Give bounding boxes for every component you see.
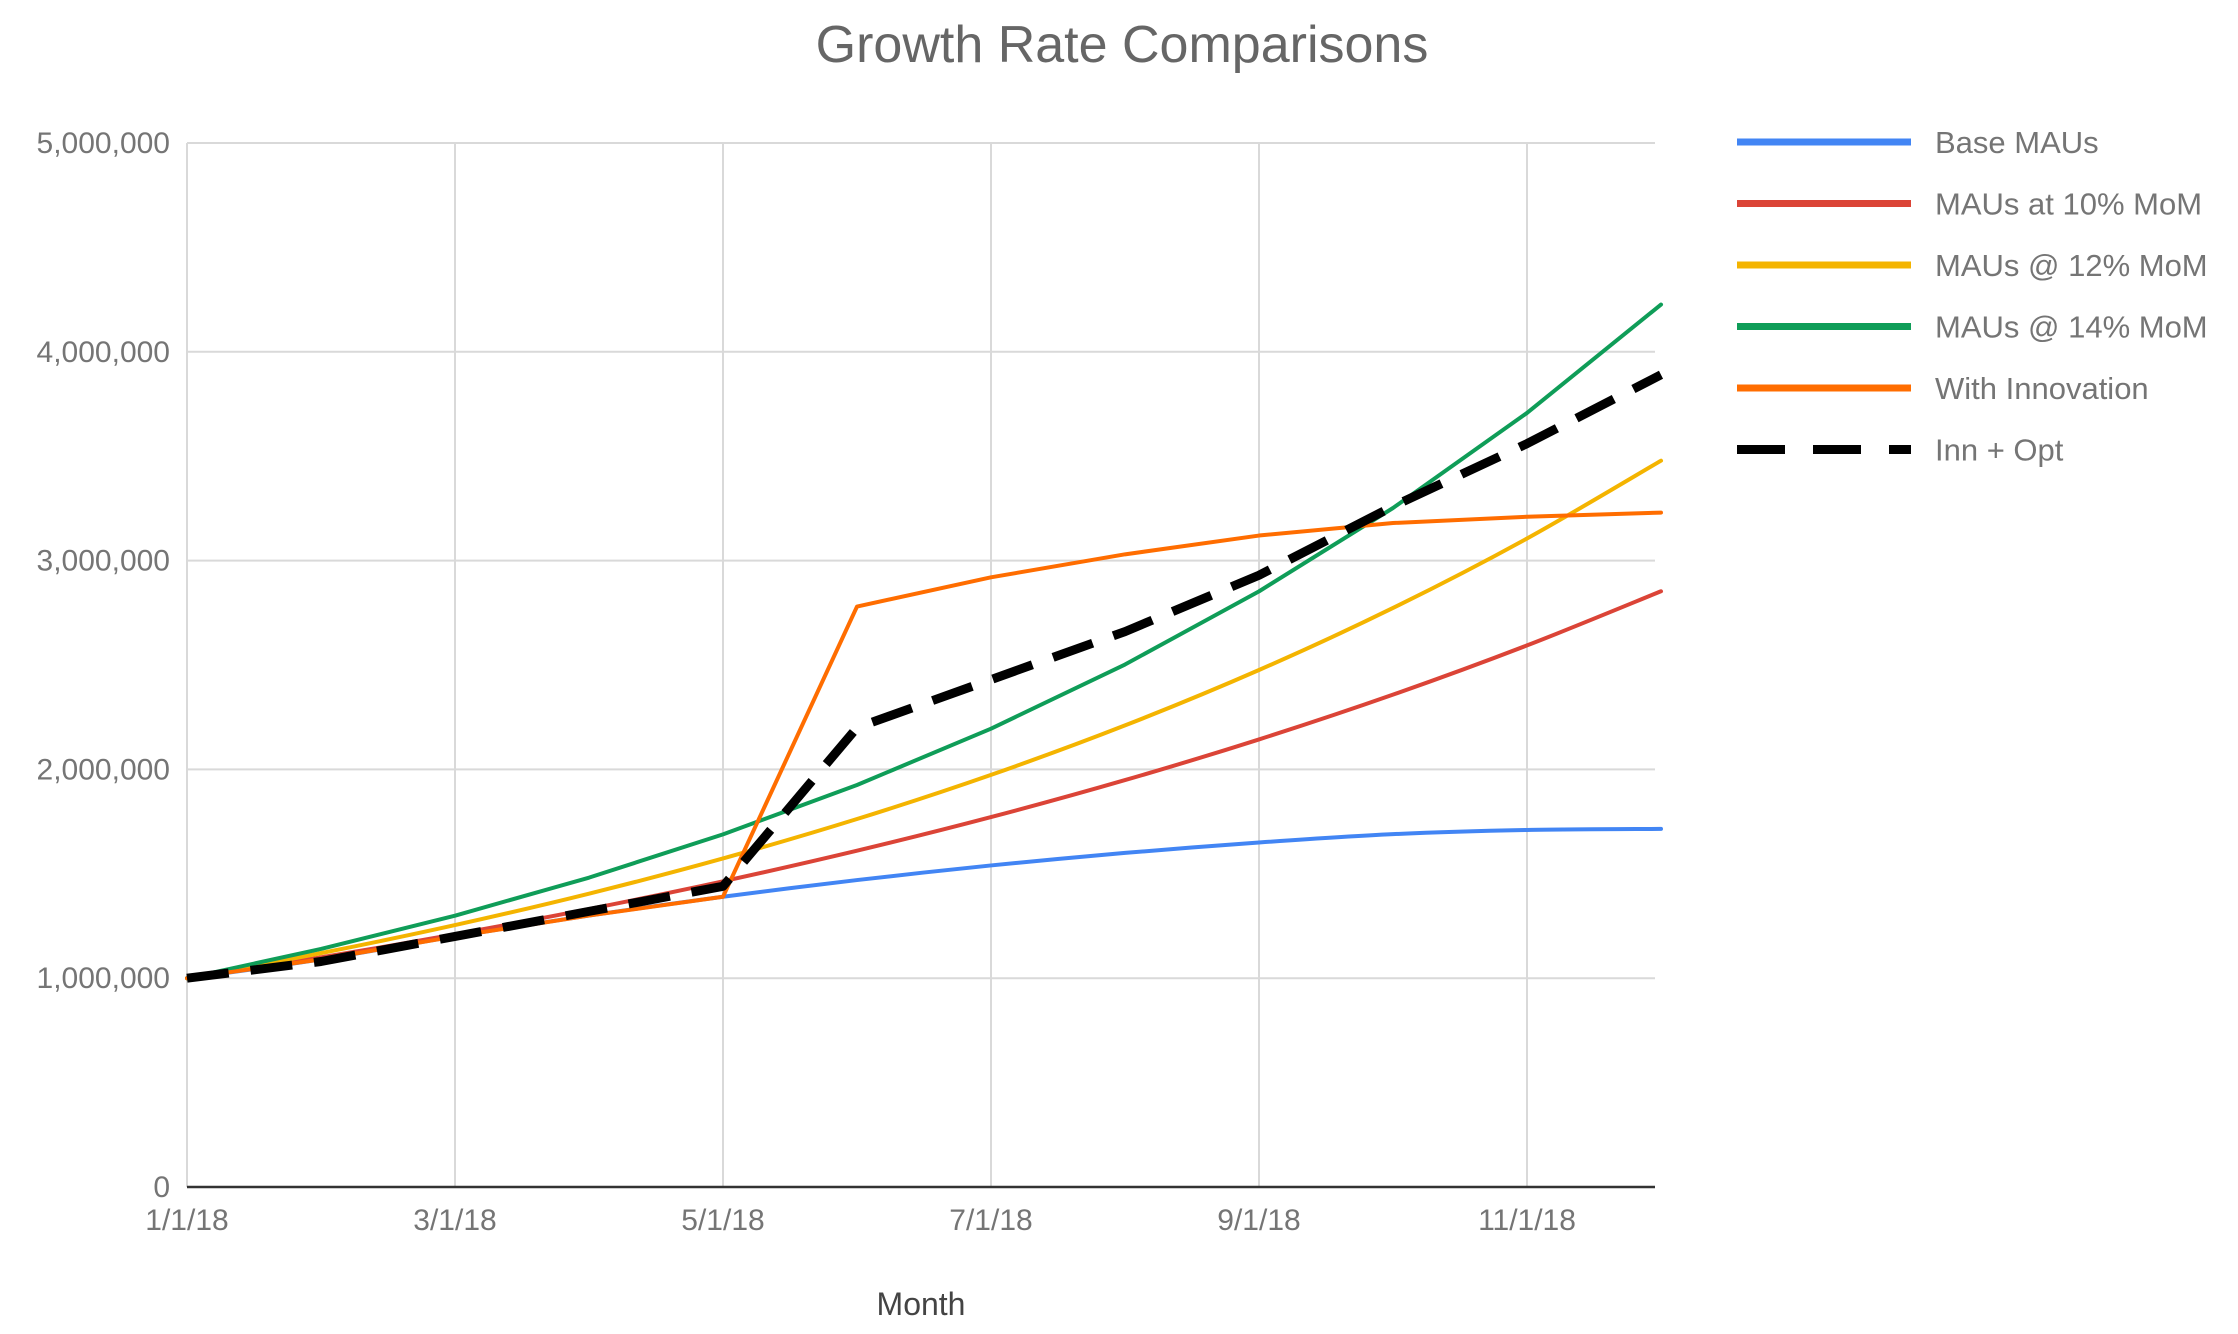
- series-lines: [185, 302, 1664, 983]
- series-line-maus-12-mom: [185, 458, 1663, 981]
- series-line-maus-at-10-mom: [185, 589, 1663, 981]
- legend-label-inn-opt: Inn + Opt: [1935, 433, 2064, 468]
- legend-label-maus-at-10-mom: MAUs at 10% MoM: [1935, 187, 2202, 222]
- x-tick-label: 11/1/18: [1478, 1204, 1576, 1237]
- y-tick-label: 3,000,000: [37, 545, 170, 578]
- y-tick-label: 5,000,000: [37, 127, 170, 160]
- legend-label-maus-14-mom: MAUs @ 14% MoM: [1935, 310, 2208, 345]
- legend: Base MAUs MAUs at 10% MoM MAUs @ 12% MoM MA…: [1737, 125, 2208, 468]
- legend-label-with-innovation: With Innovation: [1935, 371, 2149, 406]
- series-line-inn-opt: [186, 370, 1664, 983]
- series-line-base-maus: [185, 826, 1663, 981]
- series-line-maus-14-mom: [185, 302, 1663, 981]
- y-tick-label: 4,000,000: [37, 336, 170, 369]
- x-axis-tick-labels: 1/1/18 3/1/18 5/1/18 7/1/18 9/1/18 11/1/18: [145, 1204, 1576, 1237]
- x-tick-label: 3/1/18: [413, 1204, 496, 1237]
- x-tick-label: 9/1/18: [1217, 1204, 1300, 1237]
- grid-lines: [186, 142, 1655, 1187]
- x-tick-label: 7/1/18: [949, 1204, 1032, 1237]
- legend-label-maus-12-mom: MAUs @ 12% MoM: [1935, 248, 2208, 283]
- x-tick-label: 5/1/18: [681, 1204, 764, 1237]
- y-tick-label: 2,000,000: [37, 753, 170, 786]
- y-axis-tick-labels: 0 1,000,000 2,000,000 3,000,000 4,000,000 5,0…: [37, 127, 170, 1204]
- legend-label-base-maus: Base MAUs: [1935, 125, 2099, 160]
- chart-title: Growth Rate Comparisons: [816, 16, 1429, 74]
- series-line-with-innovation: [185, 510, 1663, 981]
- x-axis-title: Month: [877, 1286, 966, 1322]
- y-tick-label: 1,000,000: [37, 962, 170, 995]
- x-tick-label: 1/1/18: [145, 1204, 228, 1237]
- y-tick-label: 0: [153, 1171, 170, 1204]
